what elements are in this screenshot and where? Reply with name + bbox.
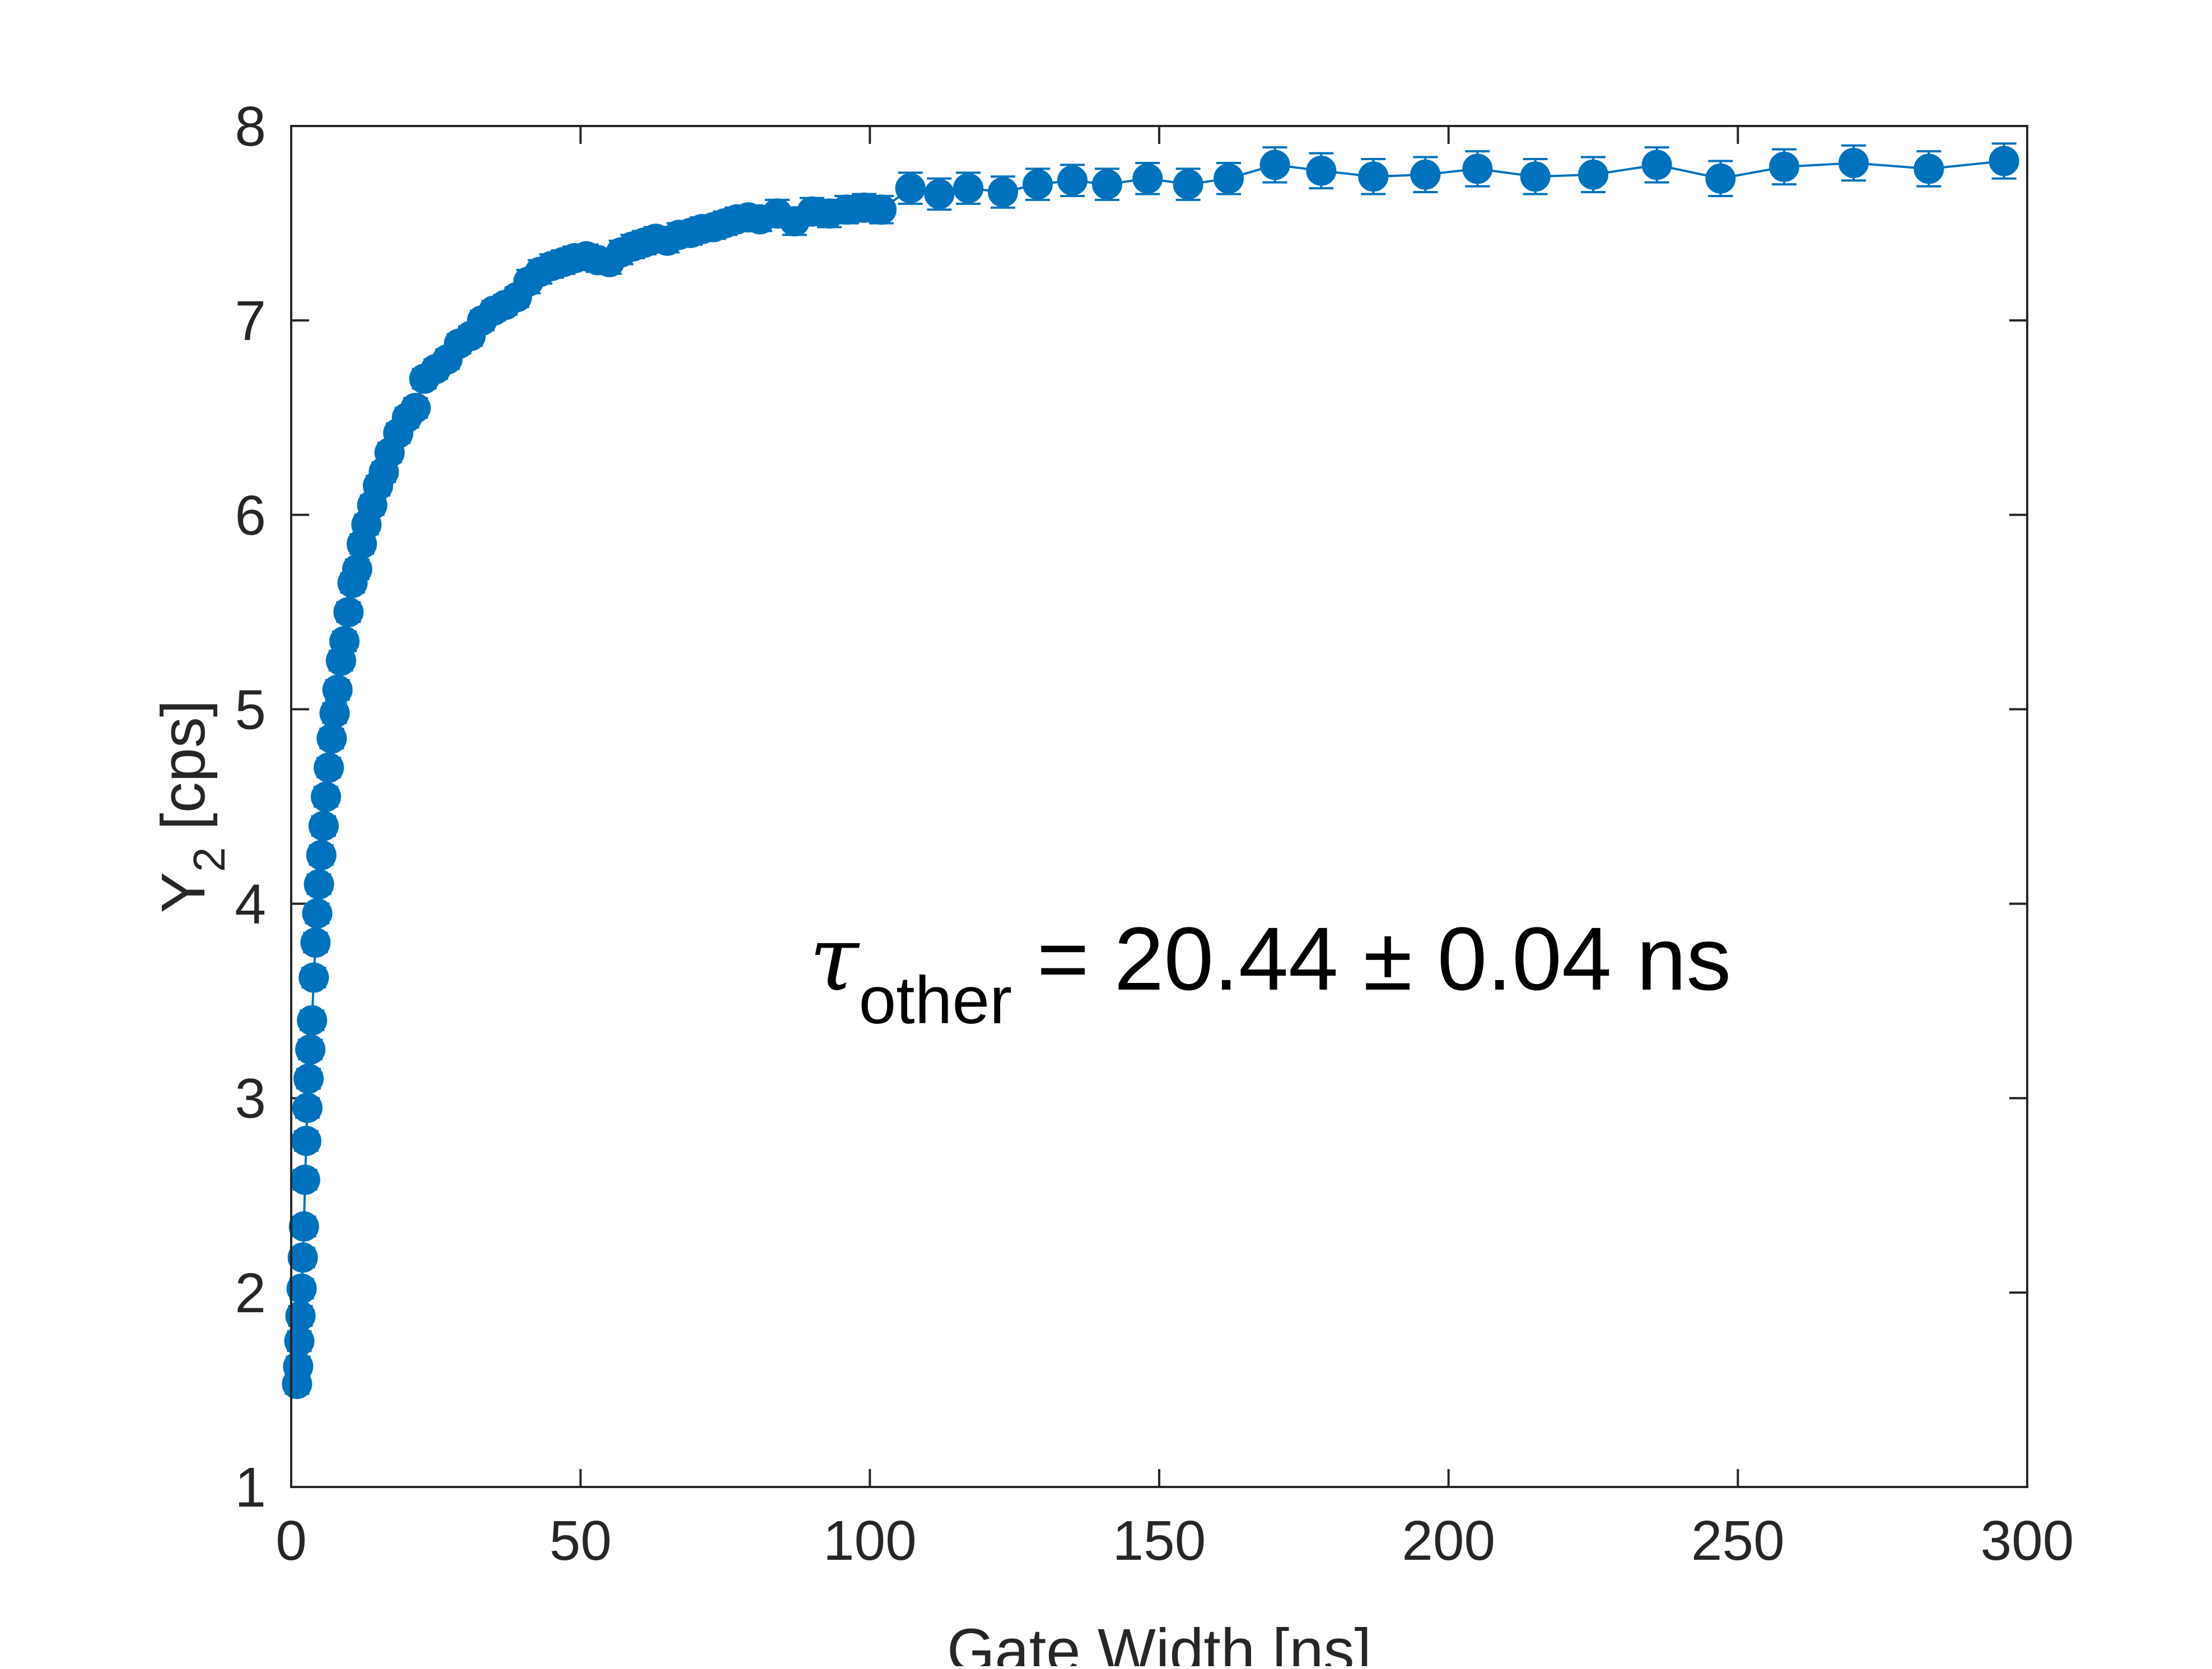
data-point: [924, 179, 955, 209]
y-tick-label: 8: [235, 95, 266, 158]
data-point: [1914, 153, 1944, 184]
y-tick-label: 4: [235, 873, 266, 936]
y-axis: 1 2 3 4 5 6 7 8: [235, 95, 2027, 1519]
x-tick-label: 150: [1113, 1509, 1206, 1572]
data-point: [953, 173, 983, 204]
data-point: [1769, 151, 1799, 182]
y-tick-label: 3: [235, 1067, 266, 1130]
data-point: [1462, 153, 1493, 184]
x-axis-title: Gate Width [ns]: [947, 1616, 1371, 1666]
data-point: [311, 781, 341, 812]
data-point: [291, 1126, 321, 1157]
data-point: [283, 1351, 314, 1382]
y-axis-title-main: Y: [149, 872, 218, 913]
data-point: [322, 674, 353, 705]
y-tick-label: 5: [235, 678, 266, 741]
tau-value: = 20.44 ± 0.04 ns: [1012, 908, 1731, 1009]
data-point: [284, 1326, 315, 1356]
data-point: [1023, 169, 1053, 200]
data-point: [1358, 161, 1389, 192]
data-point: [306, 840, 337, 870]
data-point: [290, 1164, 320, 1195]
data-point: [1306, 155, 1337, 186]
data-point: [302, 898, 333, 929]
svg-text:Y2 [cps]: Y2 [cps]: [149, 700, 234, 913]
data-point: [292, 1093, 323, 1123]
data-point: [297, 1005, 328, 1036]
data-point: [1838, 147, 1869, 178]
x-tick-label: 0: [276, 1509, 307, 1572]
data-point: [1520, 161, 1551, 192]
data-point: [1989, 146, 2019, 176]
y-tick-label: 7: [235, 290, 266, 352]
data-point: [308, 810, 339, 841]
data-point: [1092, 169, 1122, 200]
data-point: [1214, 163, 1244, 194]
data-point: [1173, 169, 1203, 200]
data-point: [300, 927, 331, 958]
data-point: [1578, 159, 1608, 190]
x-tick-label: 50: [549, 1509, 612, 1572]
data-point: [342, 554, 372, 585]
x-tick-label: 250: [1691, 1509, 1785, 1572]
data-point: [304, 869, 334, 899]
x-tick-label: 300: [1981, 1509, 2074, 1572]
data-point: [298, 962, 329, 993]
data-series: [282, 142, 2019, 1400]
data-point: [988, 177, 1018, 208]
data-point: [288, 1211, 319, 1242]
data-point: [295, 1034, 326, 1065]
data-point: [293, 1064, 324, 1094]
tau-annotation: τother = 20.44 ± 0.04 ns: [809, 906, 1731, 1038]
data-point: [1057, 165, 1088, 196]
x-tick-label: 200: [1402, 1509, 1495, 1572]
plot-frame: [290, 125, 2028, 1488]
x-tick-label: 100: [823, 1509, 917, 1572]
y-tick-label: 2: [235, 1262, 266, 1325]
data-point: [866, 194, 897, 225]
data-point: [286, 1273, 317, 1304]
plot-area: [291, 126, 2027, 1487]
tau-symbol: τ: [809, 906, 860, 1011]
data-point: [333, 596, 364, 627]
y-axis-title-unit: [cps]: [149, 700, 218, 830]
data-point: [287, 1242, 318, 1273]
tau-subscript: other: [859, 963, 1012, 1038]
x-axis: 0 50 100 150 200 250 300: [276, 126, 2074, 1572]
data-point: [329, 626, 360, 656]
data-point: [1259, 150, 1290, 180]
y-tick-label: 6: [235, 484, 266, 547]
y-axis-title: Y2 [cps]: [149, 700, 234, 913]
y-tick-label: 1: [235, 1456, 266, 1519]
data-point: [400, 393, 431, 423]
data-point: [1705, 163, 1736, 194]
y-axis-title-subscript: 2: [184, 847, 234, 873]
data-point: [1410, 159, 1441, 190]
data-point: [895, 173, 926, 204]
data-point: [1641, 150, 1672, 180]
data-point: [316, 723, 347, 754]
data-point: [1132, 163, 1163, 194]
data-point: [314, 752, 344, 783]
